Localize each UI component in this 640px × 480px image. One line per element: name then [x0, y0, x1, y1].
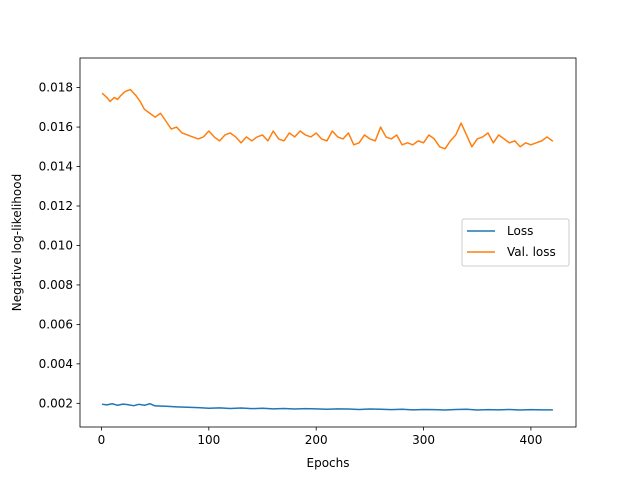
- x-axis-label: Epochs: [307, 456, 350, 470]
- legend-label-val-loss: Val. loss: [507, 245, 556, 259]
- y-tick-label: 0.004: [39, 357, 73, 371]
- legend: Loss Val. loss: [461, 218, 570, 267]
- y-axis-ticks: 0.002 0.004 0.006 0.008 0.010 0.012 0.014 0.016…: [39, 81, 80, 410]
- series-layer: [101, 88, 554, 411]
- y-tick-label: 0.014: [39, 160, 73, 174]
- x-tick-label: 400: [519, 433, 542, 447]
- y-axis-label: Negative log-likelihood: [10, 174, 24, 311]
- x-tick-label: 100: [197, 433, 220, 447]
- x-tick-label: 0: [98, 433, 106, 447]
- legend-label-loss: Loss: [507, 224, 533, 238]
- plot-frame: [79, 57, 577, 428]
- x-axis-ticks: 0 100 200 300 400: [98, 427, 542, 447]
- y-tick-label: 0.016: [39, 120, 73, 134]
- y-tick-label: 0.018: [39, 81, 73, 95]
- y-tick-label: 0.010: [39, 238, 73, 252]
- x-tick-label: 200: [305, 433, 328, 447]
- x-tick-label: 300: [412, 433, 435, 447]
- series-line-loss: [101, 402, 554, 411]
- y-tick-label: 0.008: [39, 278, 73, 292]
- y-tick-label: 0.006: [39, 317, 73, 331]
- y-tick-label: 0.002: [39, 396, 73, 410]
- y-tick-label: 0.012: [39, 199, 73, 213]
- series-line-val-loss: [101, 88, 554, 150]
